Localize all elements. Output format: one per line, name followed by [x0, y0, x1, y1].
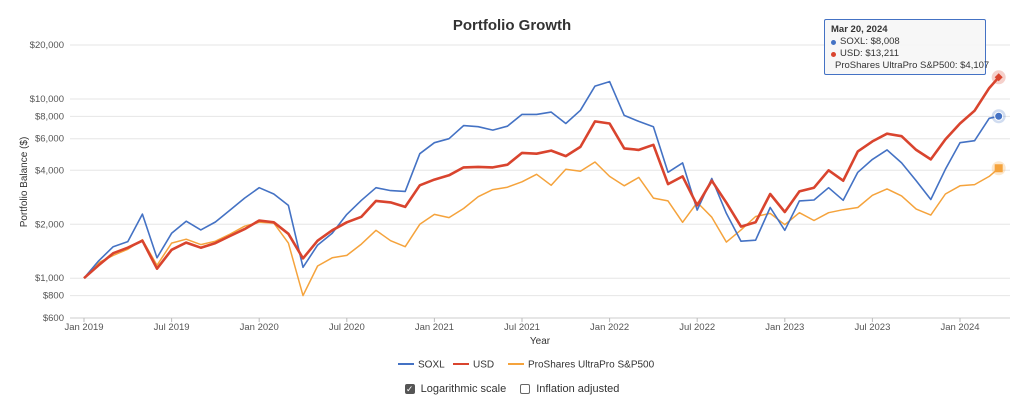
y-tick-label: $6,000 [35, 134, 64, 145]
x-tick-label: Jul 2022 [679, 322, 715, 333]
usd-end-marker [994, 73, 1003, 82]
y-tick-label: $600 [43, 313, 64, 324]
log-scale-toggle[interactable]: ✓ Logarithmic scale [404, 383, 507, 395]
upro-end-marker [994, 164, 1003, 173]
y-tick-label: $1,000 [35, 273, 64, 284]
inflation-adjusted-toggle[interactable]: Inflation adjusted [520, 383, 619, 395]
x-tick-label: Jan 2019 [64, 322, 103, 333]
y-axis-title: Portfolio Balance ($) [19, 137, 30, 228]
chart-options: ✓ Logarithmic scale Inflation adjusted [0, 383, 1024, 395]
x-tick-label: Jan 2021 [415, 322, 454, 333]
usd-dot-icon [831, 51, 836, 57]
log-scale-label: Logarithmic scale [420, 383, 507, 395]
tooltip-row-usd: USD: $13,211 [831, 48, 979, 60]
x-tick-label: Jan 2023 [765, 322, 804, 333]
x-tick-label: Jan 2020 [240, 322, 279, 333]
y-tick-label: $4,000 [35, 165, 64, 176]
y-tick-label: $20,000 [30, 40, 64, 51]
tooltip-upro-value: ProShares UltraPro S&P500: $4,107 [835, 60, 990, 71]
soxl-dot-icon [831, 39, 836, 45]
tooltip-date: Mar 20, 2024 [831, 24, 888, 35]
y-tick-label: $2,000 [35, 219, 64, 230]
x-tick-label: Jul 2020 [329, 322, 365, 333]
x-tick-label: Jul 2023 [854, 322, 890, 333]
series-line-proshares-ultrapro-s-p500 [83, 161, 1000, 297]
x-tick-label: Jan 2024 [940, 322, 979, 333]
series-lines [83, 70, 1006, 297]
legend-item-label[interactable]: USD [473, 360, 494, 371]
series-line-usd [83, 76, 1000, 280]
y-axis-ticks: $600 $800 $1,000 $2,000 $4,000 $6,000 $8,000 $1… [30, 40, 64, 324]
checkbox-unchecked-icon[interactable] [520, 384, 531, 394]
portfolio-growth-chart: Portfolio Growth $600 $800 $1,000 $2,000 $4,… [19, 17, 1010, 371]
tooltip-row-soxl: SOXL: $8,008 [831, 36, 979, 48]
soxl-end-marker [994, 111, 1004, 121]
checkbox-checked-icon[interactable]: ✓ [404, 383, 415, 394]
x-axis-title: Year [530, 336, 551, 347]
x-tick-label: Jan 2022 [590, 322, 629, 333]
legend[interactable]: SOXL USD ProShares UltraPro S&P500 [398, 360, 655, 371]
x-tick-label: Jul 2021 [504, 322, 540, 333]
series-line-soxl [83, 80, 999, 279]
hover-tooltip: Mar 20, 2024 SOXL: $8,008 USD: $13,211 P… [824, 19, 989, 75]
tooltip-soxl-value: SOXL: $8,008 [840, 36, 900, 47]
tooltip-row-upro: ProShares UltraPro S&P500: $4,107 [831, 60, 989, 72]
x-tick-label: Jul 2019 [154, 322, 190, 333]
inflation-adjusted-label: Inflation adjusted [536, 383, 620, 395]
y-tick-label: $10,000 [30, 94, 64, 105]
x-axis-ticks: Jan 2019 Jul 2019 Jan 2020 Jul 2020 Jan 2021… [64, 318, 980, 333]
chart-title: Portfolio Growth [453, 17, 571, 34]
legend-item-label[interactable]: ProShares UltraPro S&P500 [528, 360, 655, 371]
grid-lines [70, 44, 1010, 319]
legend-item-label[interactable]: SOXL [418, 360, 445, 371]
y-tick-label: $8,000 [35, 111, 64, 122]
y-tick-label: $800 [43, 291, 64, 302]
tooltip-usd-value: USD: $13,211 [840, 48, 899, 59]
